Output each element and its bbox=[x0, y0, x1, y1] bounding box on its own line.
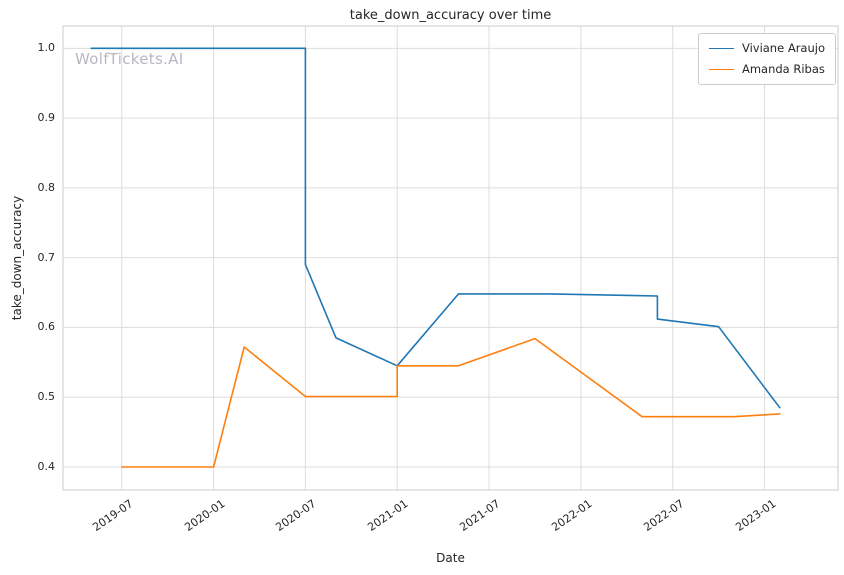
y-tick-label: 0.7 bbox=[37, 250, 56, 264]
legend: Viviane Araujo Amanda Ribas bbox=[697, 33, 836, 85]
plot-border bbox=[62, 25, 839, 491]
y-tick-label: 1.0 bbox=[37, 41, 56, 55]
y-tick-label: 0.9 bbox=[37, 110, 56, 124]
x-axis-label: Date bbox=[436, 551, 465, 565]
line-viviane-araujo bbox=[90, 47, 781, 409]
legend-item-viviane-araujo: Viviane Araujo bbox=[708, 41, 825, 55]
line-amanda-ribas bbox=[121, 337, 781, 468]
legend-line-sample-orange bbox=[708, 68, 734, 70]
legend-item-amanda-ribas: Amanda Ribas bbox=[708, 62, 825, 76]
chart-title: take_down_accuracy over time bbox=[349, 8, 552, 23]
watermark: WolfTickets.AI bbox=[75, 50, 184, 68]
y-tick-label: 0.5 bbox=[37, 390, 56, 404]
y-tick-label: 0.8 bbox=[37, 180, 56, 194]
legend-label: Viviane Araujo bbox=[741, 41, 825, 55]
y-tick-label: 0.4 bbox=[37, 459, 56, 473]
y-tick-label: 0.6 bbox=[37, 320, 56, 334]
legend-label: Amanda Ribas bbox=[741, 62, 825, 76]
legend-line-sample-blue bbox=[708, 47, 734, 49]
y-axis-label: take_down_accuracy bbox=[10, 195, 24, 321]
